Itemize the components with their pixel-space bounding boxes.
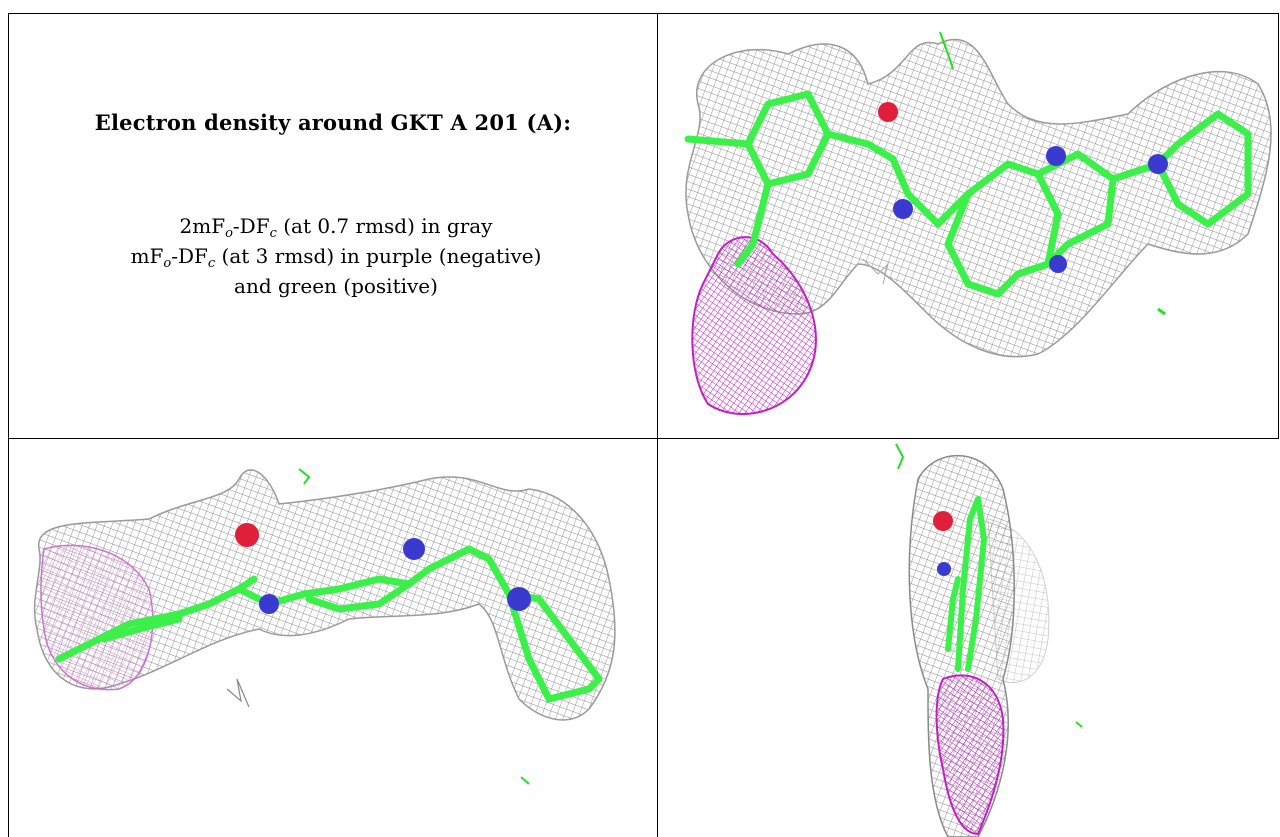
nitrogen-atom-3: [1049, 255, 1067, 273]
positive-density-peak: [298, 468, 311, 485]
positive-density-peak: [939, 31, 954, 70]
legend-line-fo-dfc: mFo-DFc (at 3 rmsd) in purple (negative): [130, 244, 542, 271]
ligand-model: [684, 90, 1252, 298]
gray-fragment: [226, 678, 250, 708]
density-view-3: [658, 439, 1278, 837]
legend-line-2fo-dfc: 2mFo-DFc (at 0.7 rmsd) in gray: [179, 214, 493, 241]
density-view-2: [9, 439, 657, 837]
table-border-top: [8, 13, 1279, 14]
nitrogen-atom-1: [259, 594, 279, 614]
nitrogen-atom: [937, 562, 951, 576]
table-border-right: [1278, 13, 1279, 438]
table-divider-horizontal: [8, 438, 1279, 439]
ligand-model: [55, 545, 603, 703]
nitrogen-atom-2: [1046, 146, 1066, 166]
positive-density-peak: [520, 776, 530, 785]
density-view-3-image: [895, 443, 1083, 837]
positive-density-peak: [895, 443, 905, 470]
nitrogen-atom-3: [507, 587, 531, 611]
legend-title: Electron density around GKT A 201 (A):: [94, 110, 572, 135]
density-view-2-image: [33, 468, 616, 785]
oxygen-atom: [235, 523, 259, 547]
positive-density-peak: [1157, 307, 1166, 316]
positive-density-peak: [1075, 721, 1083, 728]
legend-line-positive: and green (positive): [234, 274, 438, 298]
table-border-left: [8, 13, 9, 837]
negative-density-mesh: [935, 674, 1005, 836]
nitrogen-atom-1: [893, 199, 913, 219]
density-view-1-image: [684, 31, 1272, 415]
density-view-1: [658, 14, 1278, 438]
ligand-model: [945, 496, 987, 672]
gray-density-mesh: [33, 469, 616, 721]
nitrogen-atom-2: [403, 538, 425, 560]
negative-density-mesh: [691, 236, 817, 415]
nitrogen-atom-4: [1148, 154, 1168, 174]
oxygen-atom: [933, 511, 953, 531]
legend-cell: Electron density around GKT A 201 (A): 2…: [9, 14, 657, 438]
oxygen-atom: [878, 102, 898, 122]
gray-fragment: [862, 258, 889, 285]
table-divider-vertical: [657, 13, 658, 837]
